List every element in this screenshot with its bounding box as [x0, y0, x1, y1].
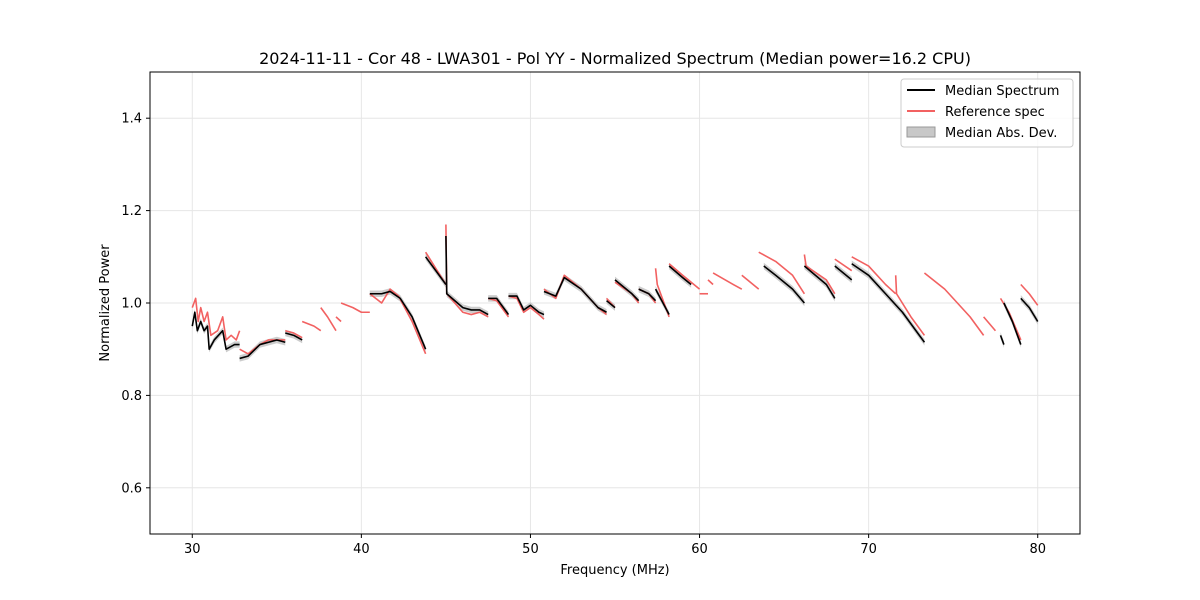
median-spectrum-line	[285, 332, 303, 341]
reference-spectrum-line	[668, 263, 701, 290]
y-axis-label: Normalized Power	[98, 244, 113, 362]
median-spectrum-line	[1020, 297, 1039, 322]
reference-spectrum-line	[923, 272, 985, 336]
median-spectrum-line	[638, 288, 657, 302]
legend-mad-swatch	[906, 126, 936, 138]
y-tick-label: 1.2	[121, 204, 142, 219]
mad-band	[285, 329, 303, 344]
mad-band	[369, 288, 426, 353]
legend-box	[900, 78, 1074, 148]
mad-band	[239, 336, 286, 362]
reference-spectrum-line	[894, 275, 926, 336]
median-spectrum-line	[424, 256, 447, 285]
median-spectrum-line	[614, 279, 640, 302]
legend-mad-label: Median Abs. Dev.	[945, 126, 1057, 141]
median-spectrum-line	[606, 300, 616, 309]
legend-reference-label: Reference spec	[945, 105, 1045, 120]
y-tick-label: 0.8	[121, 389, 142, 404]
x-tick-label: 70	[860, 542, 877, 557]
median-spectrum-line	[1003, 302, 1022, 345]
reference-spectrum-line	[335, 316, 342, 323]
mad-band	[543, 274, 607, 316]
median-spectrum-line	[851, 263, 926, 343]
median-spectrum-line	[803, 265, 836, 299]
reference-spectrum-line	[712, 272, 743, 290]
reference-spectrum-line	[834, 258, 853, 272]
mad-band	[488, 295, 509, 318]
median-spectrum-line	[763, 265, 805, 304]
reference-spectrum-line	[741, 274, 760, 290]
legend: Median Spectrum Reference spec Median Ab…	[900, 78, 1074, 148]
chart-title: 2024-11-11 - Cor 48 - LWA301 - Pol YY - …	[259, 49, 971, 68]
reference-spectrum-line	[983, 316, 997, 332]
median-spectrum-line	[488, 297, 510, 316]
reference-spectrum-line	[1020, 283, 1039, 306]
median-spectrum-line	[508, 295, 545, 316]
reference-spectrum-line	[707, 279, 714, 286]
x-tick-label: 80	[1029, 542, 1046, 557]
median-spectrum-line	[191, 311, 240, 350]
reference-spectrum-line	[320, 307, 337, 332]
x-tick-label: 30	[184, 542, 201, 557]
median-series-layer	[191, 235, 1039, 360]
axis-ticks: 30 40 50 60 70 80 0.6 0.8 1.0 1.2 1.4	[121, 112, 1046, 557]
x-tick-label: 50	[522, 542, 539, 557]
reference-spectrum-line	[803, 254, 836, 295]
y-tick-label: 0.6	[121, 481, 142, 496]
x-tick-label: 40	[353, 542, 370, 557]
x-tick-label: 60	[691, 542, 708, 557]
median-spectrum-line	[668, 265, 692, 286]
median-spectrum-line	[834, 265, 853, 281]
reference-spectrum-line	[369, 288, 427, 355]
median-spectrum-line	[239, 339, 286, 360]
median-spectrum-line	[999, 335, 1005, 345]
reference-spectrum-line	[301, 320, 322, 332]
median-spectrum-line	[445, 235, 489, 316]
reference-spectrum-line	[508, 295, 545, 320]
mad-band	[445, 232, 489, 318]
median-spectrum-line	[369, 290, 427, 350]
median-spectrum-line	[654, 288, 670, 315]
reference-spectrum-line	[340, 302, 370, 314]
x-axis-label: Frequency (MHz)	[560, 563, 669, 578]
median-spectrum-line	[543, 276, 607, 313]
y-tick-label: 1.4	[121, 112, 142, 127]
reference-spectrum-line	[191, 297, 241, 341]
reference-spectrum-line	[758, 251, 806, 295]
y-tick-label: 1.0	[121, 297, 142, 312]
legend-median-label: Median Spectrum	[945, 84, 1059, 99]
reference-spectrum-line	[851, 256, 897, 295]
reference-spectrum-line	[285, 329, 303, 339]
